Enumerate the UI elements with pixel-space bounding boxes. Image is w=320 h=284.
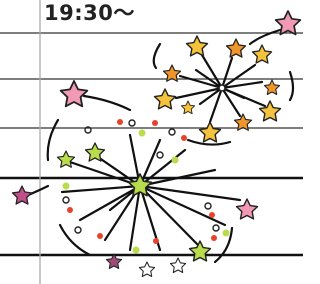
star — [253, 45, 272, 63]
star — [200, 122, 221, 142]
spiral — [63, 197, 69, 203]
time-title: 19:30〜 — [44, 0, 135, 27]
spiral — [205, 203, 211, 209]
dot — [211, 235, 217, 241]
dot — [209, 212, 215, 218]
dot — [133, 247, 140, 254]
star — [190, 241, 211, 261]
dot — [117, 119, 123, 125]
center — [219, 85, 225, 91]
star — [139, 262, 154, 276]
dot — [181, 135, 187, 141]
dot — [97, 233, 103, 239]
star — [13, 186, 32, 204]
shooting-stars — [13, 11, 301, 204]
dot — [139, 130, 146, 137]
page: 19:30〜 — [0, 0, 303, 284]
star — [155, 89, 176, 109]
dot — [63, 183, 70, 190]
star — [57, 151, 74, 167]
spiral — [129, 120, 135, 126]
dot — [223, 230, 230, 237]
star — [181, 101, 194, 114]
star — [61, 81, 88, 106]
spiral — [75, 227, 81, 233]
spiral — [157, 152, 163, 158]
spiral — [169, 129, 175, 135]
star — [237, 199, 258, 219]
notebook-lines — [0, 0, 303, 284]
star — [227, 39, 246, 57]
fireworks-illustration — [0, 0, 303, 284]
spiral — [213, 225, 219, 231]
star — [170, 258, 185, 272]
star — [187, 36, 208, 56]
dot — [153, 238, 159, 244]
dot — [152, 120, 158, 126]
dot — [172, 157, 179, 164]
dot — [67, 207, 73, 213]
star — [264, 80, 279, 94]
